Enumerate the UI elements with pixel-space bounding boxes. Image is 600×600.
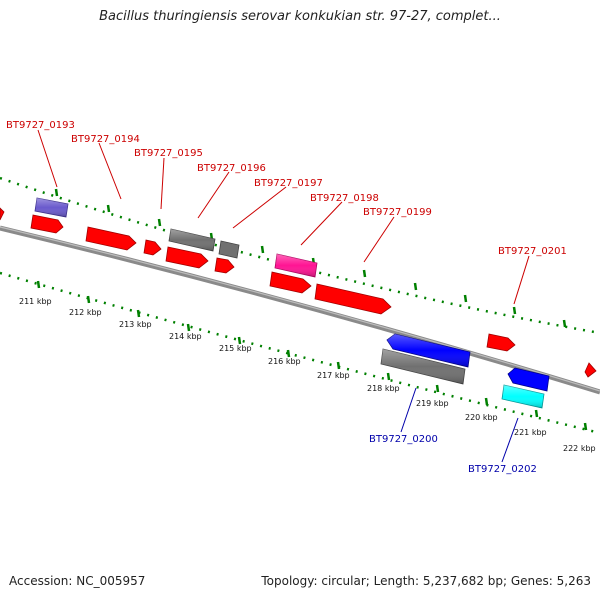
gene-label-bt9727-0193[interactable]: BT9727_0193 bbox=[6, 120, 75, 131]
gene-label-bt9727-0201[interactable]: BT9727_0201 bbox=[498, 246, 567, 257]
genome-backbone bbox=[0, 225, 600, 395]
gene-label-bt9727-0199[interactable]: BT9727_0199 bbox=[363, 207, 432, 218]
gene-label-bt9727-0196[interactable]: BT9727_0196 bbox=[197, 163, 266, 174]
gene-labels: BT9727_0193 BT9727_0194 BT9727_0195 BT97… bbox=[6, 120, 567, 475]
ruler-labels: 211 kbp 212 kbp 213 kbp 214 kbp 215 kbp … bbox=[19, 297, 596, 453]
ruler-label: 219 kbp bbox=[416, 399, 449, 408]
ruler-label: 213 kbp bbox=[119, 320, 152, 329]
forward-arrow-icon[interactable] bbox=[143, 239, 162, 256]
forward-arrow-icon[interactable] bbox=[314, 283, 392, 315]
outer-major-ticks bbox=[54, 188, 567, 328]
ruler-label: 218 kbp bbox=[367, 384, 400, 393]
gene-feature-gray[interactable] bbox=[218, 240, 240, 259]
feature-shading bbox=[35, 198, 544, 408]
gene-label-bt9727-0198[interactable]: BT9727_0198 bbox=[310, 193, 379, 204]
forward-arrow-icon[interactable] bbox=[486, 333, 516, 352]
reverse-arrow-icon[interactable] bbox=[507, 367, 550, 392]
accession-label: Accession: NC_005957 bbox=[9, 574, 146, 588]
ruler-label: 212 kbp bbox=[69, 308, 102, 317]
ruler-label: 215 kbp bbox=[219, 344, 252, 353]
ruler-label: 216 kbp bbox=[268, 357, 301, 366]
forward-arrow-icon[interactable] bbox=[269, 271, 312, 294]
ruler-label: 221 kbp bbox=[514, 428, 547, 437]
ruler-label: 211 kbp bbox=[19, 297, 52, 306]
ruler-label: 214 kbp bbox=[169, 332, 202, 341]
forward-arrow-icon[interactable] bbox=[0, 207, 5, 221]
forward-arrow-icon[interactable] bbox=[214, 257, 235, 274]
gene-label-bt9727-0195[interactable]: BT9727_0195 bbox=[134, 148, 203, 159]
gene-label-bt9727-0200[interactable]: BT9727_0200 bbox=[369, 434, 438, 445]
gene-label-bt9727-0194[interactable]: BT9727_0194 bbox=[71, 134, 140, 145]
forward-arrow-icon[interactable] bbox=[85, 226, 137, 251]
inner-major-ticks bbox=[36, 280, 588, 431]
gene-label-bt9727-0197[interactable]: BT9727_0197 bbox=[254, 178, 323, 189]
forward-arrow-icon[interactable] bbox=[30, 214, 64, 234]
genome-summary: Topology: circular; Length: 5,237,682 bp… bbox=[261, 574, 591, 588]
gene-label-bt9727-0202[interactable]: BT9727_0202 bbox=[468, 464, 537, 475]
inner-tick-track bbox=[0, 271, 600, 435]
ruler-label: 217 kbp bbox=[317, 371, 350, 380]
forward-arrow-icon[interactable] bbox=[584, 362, 597, 378]
genome-backbone-highlight bbox=[0, 226, 600, 392]
forward-arrow-icon[interactable] bbox=[165, 246, 209, 269]
ruler-label: 220 kbp bbox=[465, 413, 498, 422]
map-title: Bacillus thuringiensis serovar konkukian… bbox=[99, 9, 501, 24]
callout-lines bbox=[37, 129, 530, 463]
ruler-label: 222 kbp bbox=[563, 444, 596, 453]
